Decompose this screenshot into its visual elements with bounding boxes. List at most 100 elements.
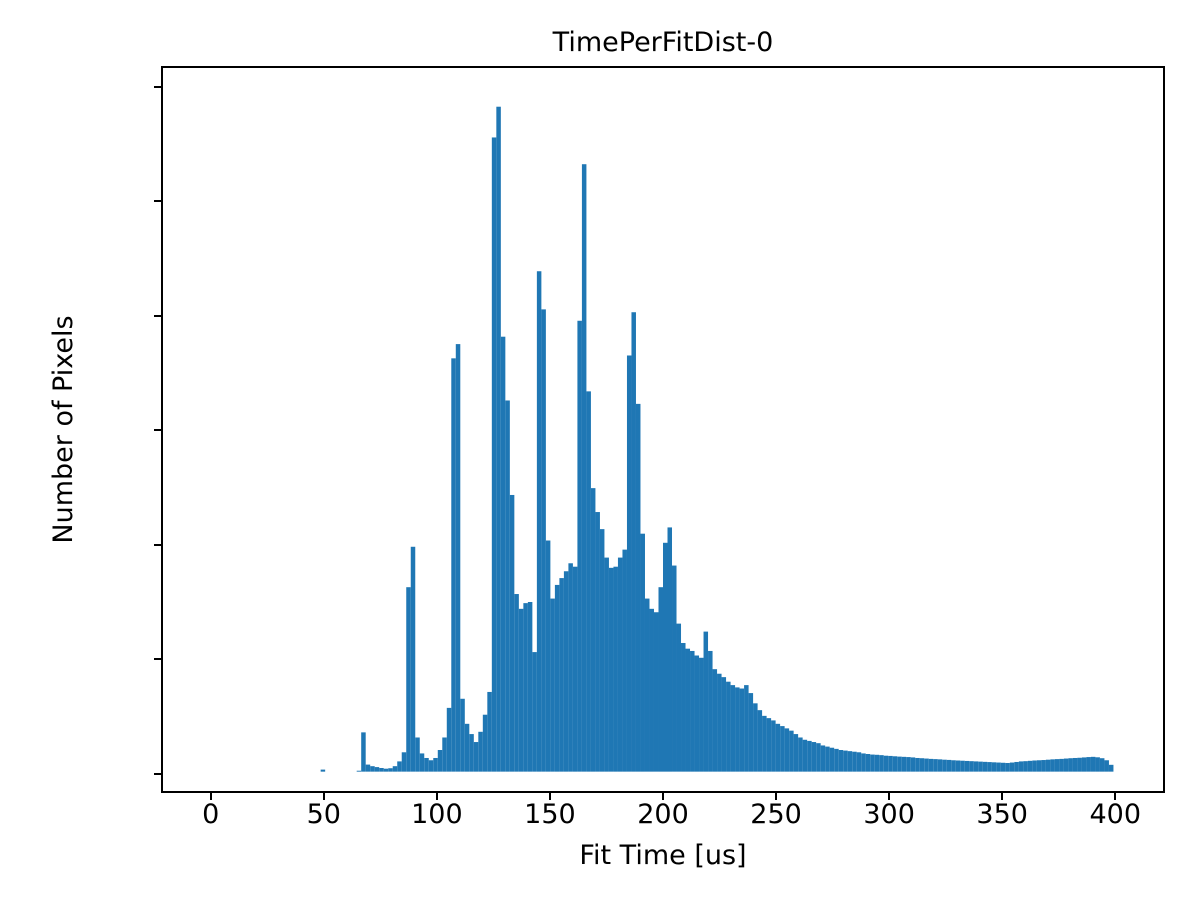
histogram-bar xyxy=(744,685,749,772)
histogram-bar xyxy=(685,648,691,772)
histogram-bar xyxy=(419,753,425,772)
histogram-bar xyxy=(775,723,781,772)
histogram-bar xyxy=(694,655,700,772)
histogram-bar xyxy=(550,598,555,772)
histogram-bar xyxy=(356,770,362,772)
histogram-bar xyxy=(397,761,402,772)
histogram-bar xyxy=(563,571,569,772)
histogram-bar xyxy=(1023,761,1028,772)
histogram-bar xyxy=(667,527,673,772)
histogram-bar xyxy=(843,750,848,772)
histogram-bar xyxy=(1045,759,1051,772)
histogram-bar xyxy=(811,742,817,772)
x-axis-tick-label: 400 xyxy=(1089,799,1142,830)
x-axis-tick-mark xyxy=(662,793,664,800)
histogram-bar xyxy=(910,757,916,772)
histogram-bar xyxy=(572,566,578,772)
histogram-bar xyxy=(523,603,528,772)
histogram-bar xyxy=(964,760,970,772)
histogram-bar xyxy=(834,748,839,772)
histogram-bar xyxy=(955,760,961,772)
histogram-bar xyxy=(487,691,492,772)
histogram-bar xyxy=(712,669,718,772)
histogram-bar xyxy=(919,758,925,772)
histogram-bar xyxy=(933,759,938,772)
histogram-bar xyxy=(937,759,943,772)
histogram-bar xyxy=(690,650,695,772)
histogram-bar xyxy=(1036,760,1042,772)
histogram-bar xyxy=(460,698,465,772)
histogram-bar xyxy=(766,718,772,772)
x-axis-tick-mark xyxy=(209,793,212,800)
histogram-bar xyxy=(424,757,429,772)
histogram-bar xyxy=(753,703,758,772)
histogram-bar xyxy=(879,755,884,772)
x-axis-tick-label: 50 xyxy=(306,799,341,830)
histogram-bar xyxy=(865,753,871,772)
histogram-bar xyxy=(1018,761,1024,772)
histogram-bar xyxy=(388,768,393,772)
histogram-bar xyxy=(415,737,420,772)
histogram-bar xyxy=(1005,762,1010,772)
plot-area xyxy=(161,66,1165,793)
y-axis-tick-mark xyxy=(154,314,161,317)
histogram-bar xyxy=(442,737,447,772)
x-axis-label: Fit Time [us] xyxy=(579,840,747,871)
histogram-bar xyxy=(514,594,519,772)
histogram-bar xyxy=(874,754,880,772)
histogram-bar xyxy=(1090,756,1096,772)
histogram-bar xyxy=(406,587,411,772)
histogram-bar xyxy=(946,759,952,772)
histogram-bar xyxy=(469,734,474,772)
x-axis-tick-label: 350 xyxy=(976,799,1028,830)
histogram-bar xyxy=(545,540,551,772)
histogram-bar xyxy=(987,762,992,772)
histogram-bar xyxy=(496,106,501,772)
histogram-bar xyxy=(608,567,614,772)
histogram-bar xyxy=(789,730,794,772)
histogram-bar xyxy=(802,739,808,772)
histogram-bar xyxy=(717,673,722,772)
histogram-bar xyxy=(1041,760,1046,772)
x-axis-tick-label: 200 xyxy=(637,799,689,830)
histogram-bar xyxy=(599,529,605,772)
histogram-bar xyxy=(631,312,636,772)
histogram-bar xyxy=(708,650,713,772)
histogram-bar xyxy=(897,756,902,772)
y-axis-tick-mark xyxy=(154,543,161,546)
histogram-bar xyxy=(969,761,974,772)
histogram-bar xyxy=(613,566,618,772)
histogram-bar xyxy=(798,737,803,772)
histogram-bar xyxy=(780,726,785,772)
histogram-bar xyxy=(370,766,375,772)
histogram-bar xyxy=(784,728,790,772)
y-axis-tick-mark xyxy=(154,85,161,88)
x-axis-tick-mark xyxy=(888,793,891,800)
histogram-bar xyxy=(586,391,591,772)
histogram-bar xyxy=(622,549,627,772)
histogram-bar xyxy=(793,734,799,772)
x-axis-tick-label: 250 xyxy=(750,799,802,830)
histogram-bar xyxy=(1059,758,1064,772)
histogram-bar xyxy=(807,740,812,772)
histogram-bar xyxy=(1104,760,1109,772)
histogram-bar xyxy=(1077,757,1082,772)
histogram-bar xyxy=(735,687,740,772)
histogram-bar xyxy=(838,750,844,772)
histogram-bar xyxy=(663,542,668,772)
histogram-bar xyxy=(730,685,736,772)
histogram-bar xyxy=(1095,757,1100,772)
histogram-bar xyxy=(541,309,546,772)
histogram-bar xyxy=(870,754,875,772)
histogram-bar xyxy=(973,761,979,772)
y-axis-tick-mark xyxy=(154,772,161,775)
histogram-bar xyxy=(978,761,983,772)
histogram-bar xyxy=(581,164,587,772)
histogram-bar xyxy=(739,688,745,772)
histogram-bar xyxy=(825,746,830,772)
x-axis-tick-mark xyxy=(1114,793,1117,800)
histogram-bar xyxy=(820,745,826,772)
histogram-bar xyxy=(1081,757,1087,772)
histogram-bar xyxy=(883,755,889,772)
